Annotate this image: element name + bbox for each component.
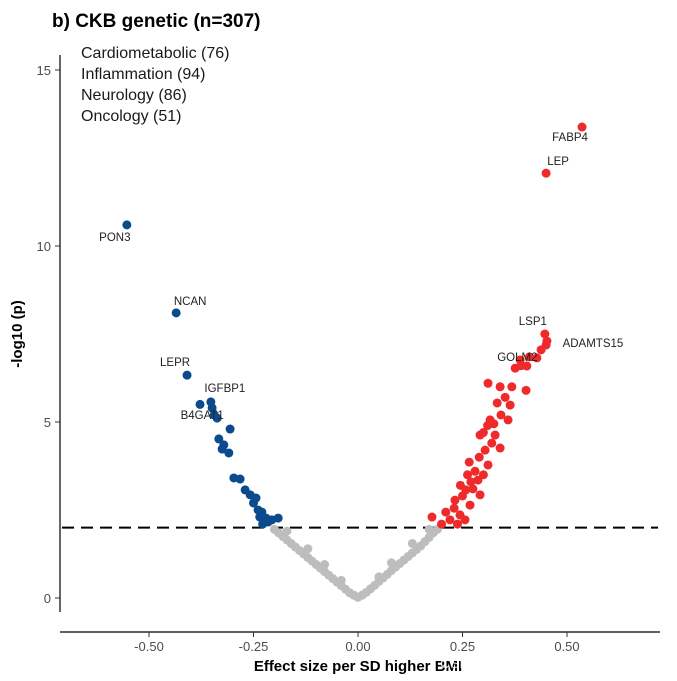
point-positive bbox=[437, 519, 447, 529]
point-positive bbox=[500, 392, 510, 402]
point-positive bbox=[450, 495, 460, 505]
point-positive bbox=[468, 484, 478, 494]
point-positive bbox=[516, 361, 526, 371]
point-positive bbox=[463, 470, 473, 480]
point-lep bbox=[541, 168, 551, 178]
point-positive bbox=[452, 519, 462, 529]
point-negative bbox=[258, 519, 268, 529]
point-negative bbox=[225, 424, 235, 434]
x-tick-label: -0.25 bbox=[239, 639, 269, 654]
point-nonsignificant bbox=[407, 538, 417, 548]
point-positive bbox=[503, 415, 513, 425]
point-positive bbox=[478, 428, 488, 438]
y-tick-label: 10 bbox=[37, 239, 51, 254]
point-positive bbox=[473, 475, 483, 485]
point-negative bbox=[214, 434, 224, 444]
y-tick-label: 15 bbox=[37, 63, 51, 78]
point-positive bbox=[445, 515, 455, 525]
point-positive bbox=[427, 512, 437, 522]
y-ticks: 0 5 10 15 bbox=[37, 63, 60, 606]
y-tick-label: 0 bbox=[44, 591, 51, 606]
watermark: CSDN @Crystallize_Malfoy bbox=[440, 655, 611, 671]
point-positive bbox=[489, 419, 499, 429]
x-tick-label: 0.00 bbox=[345, 639, 370, 654]
point-positive bbox=[487, 438, 497, 448]
point-positive bbox=[475, 490, 485, 500]
x-tick-label: 0.50 bbox=[554, 639, 579, 654]
point-positive bbox=[536, 345, 546, 355]
point-positive bbox=[480, 445, 490, 455]
x-tick-label: 0.25 bbox=[450, 639, 475, 654]
point-nonsignificant bbox=[336, 575, 346, 585]
point-nonsignificant bbox=[303, 544, 313, 554]
legend: Cardiometabolic (76) Inflammation (94) Neu… bbox=[81, 45, 230, 125]
point-negative bbox=[224, 448, 234, 458]
point-golm2 bbox=[524, 352, 534, 362]
point-label: PON3 bbox=[99, 232, 130, 244]
point-positive bbox=[464, 457, 474, 467]
point-positive bbox=[465, 500, 475, 510]
point-label: LEP bbox=[547, 156, 569, 168]
point-positive bbox=[458, 491, 467, 501]
point-negative bbox=[195, 399, 205, 409]
point-label: FABP4 bbox=[552, 132, 588, 144]
point-fabp4 bbox=[577, 122, 587, 132]
legend-entry: Inflammation (94) bbox=[81, 66, 206, 83]
point-positive bbox=[495, 443, 505, 453]
point-nonsignificant bbox=[320, 560, 330, 570]
x-axis-label: Effect size per SD higher BMI bbox=[254, 658, 462, 675]
point-b4gat1 bbox=[209, 410, 219, 420]
y-tick-label: 5 bbox=[44, 415, 51, 430]
x-tick-label: -0.50 bbox=[134, 639, 164, 654]
point-positive bbox=[492, 398, 502, 408]
point-positive bbox=[507, 382, 517, 392]
point-nonsignificant bbox=[424, 524, 434, 534]
point-labels: FABP4 LEP PON3 NCAN LEPR IGFBP1 B4GAT1 LSP1 ADAM… bbox=[99, 132, 623, 422]
point-pon3 bbox=[122, 220, 132, 230]
point-negative bbox=[217, 444, 227, 454]
point-nonsignificant bbox=[386, 558, 396, 568]
point-positive bbox=[455, 480, 465, 490]
point-adamts15 bbox=[542, 336, 552, 346]
point-nonsignificant bbox=[282, 526, 292, 536]
point-positive bbox=[490, 430, 500, 440]
point-positive bbox=[521, 385, 531, 395]
point-positive bbox=[483, 460, 493, 470]
chart-title: b) CKB genetic (n=307) bbox=[52, 11, 261, 32]
point-label: LSP1 bbox=[519, 316, 547, 328]
point-positive bbox=[466, 477, 476, 487]
point-label: NCAN bbox=[174, 296, 207, 308]
point-positive bbox=[449, 503, 459, 513]
point-positive bbox=[460, 515, 470, 525]
point-nonsignificant bbox=[374, 572, 384, 582]
point-lsp1 bbox=[540, 329, 550, 339]
legend-entry: Cardiometabolic (76) bbox=[81, 45, 230, 62]
legend-entry: Neurology (86) bbox=[81, 87, 187, 104]
points bbox=[122, 122, 587, 602]
point-negative bbox=[249, 498, 258, 508]
point-positive bbox=[470, 466, 480, 476]
point-positive bbox=[532, 353, 542, 363]
point-label: LEPR bbox=[160, 357, 190, 369]
point-positive bbox=[474, 452, 484, 462]
x-ticks: -0.50 -0.25 0.00 0.25 0.50 bbox=[134, 632, 580, 654]
point-label: ADAMTS15 bbox=[563, 338, 624, 350]
point-ncan bbox=[171, 308, 181, 318]
point-lepr bbox=[182, 370, 192, 380]
point-negative bbox=[273, 513, 283, 523]
point-negative bbox=[235, 474, 245, 484]
point-label: GOLM2 bbox=[497, 352, 537, 364]
legend-entry: Oncology (51) bbox=[81, 108, 182, 125]
point-positive bbox=[505, 400, 515, 410]
point-label: B4GAT1 bbox=[181, 410, 224, 422]
point-positive bbox=[483, 378, 493, 388]
y-axis-label: -log10 (p) bbox=[9, 300, 26, 368]
point-positive bbox=[496, 410, 506, 420]
point-igfbp1 bbox=[206, 397, 216, 407]
point-label: IGFBP1 bbox=[204, 383, 245, 395]
point-positive bbox=[495, 382, 505, 392]
point-positive bbox=[441, 507, 451, 517]
